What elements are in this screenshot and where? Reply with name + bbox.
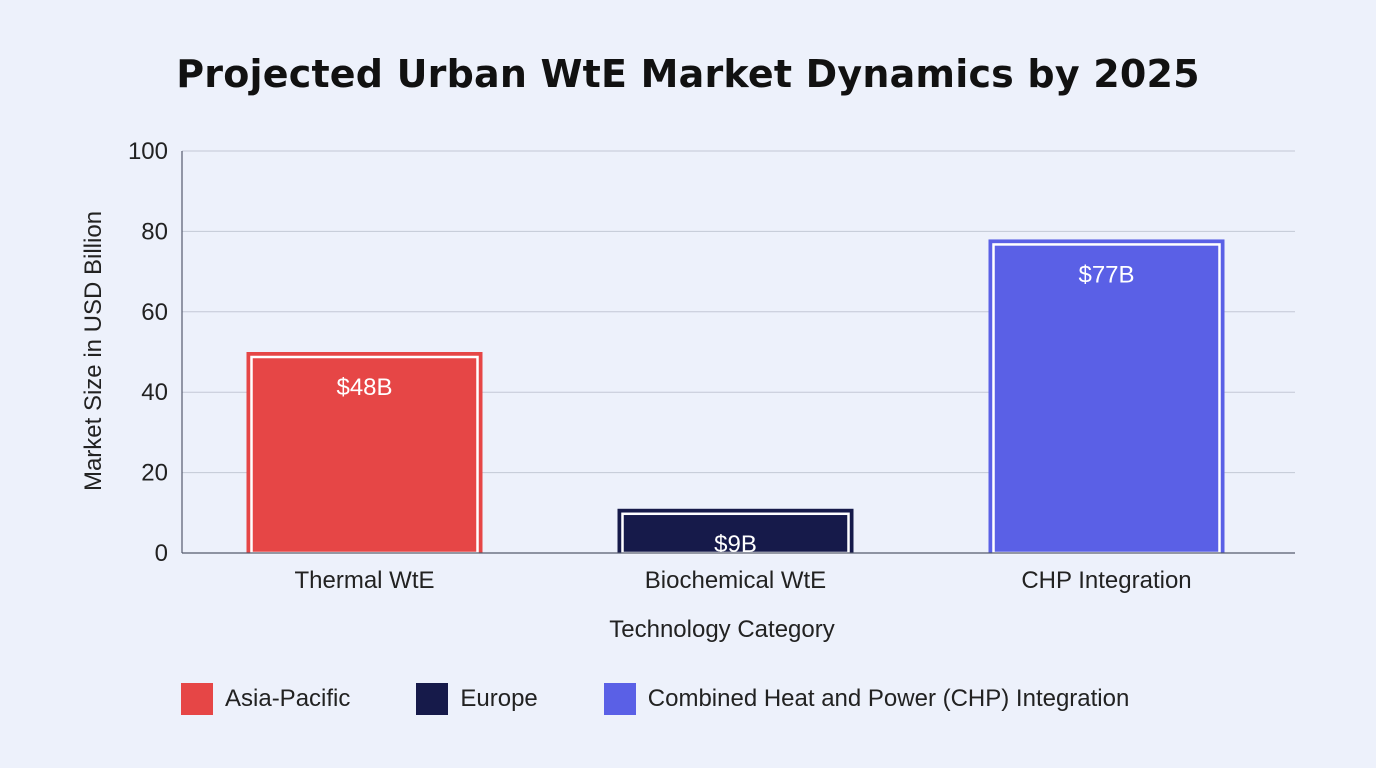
legend-item-chp-integration: Combined Heat and Power (CHP) Integratio… [603,683,1130,715]
legend-swatch-asia-pacific [181,683,213,715]
x-axis-title: Technology Category [609,616,834,643]
legend-swatch-chp-integration [603,683,636,715]
data-label-chp-integration: $77B [1078,261,1134,288]
data-label-thermal-wte: $48B [336,374,392,401]
legend-item-europe: Europe [416,683,538,715]
y-tick-label-40: 40 [141,379,168,406]
chart-title: Projected Urban WtE Market Dynamics by 2… [176,52,1200,96]
y-tick-label-20: 20 [141,460,168,487]
data-label-biochemical-wte: $9B [714,531,757,558]
bar-chp-integration [988,239,1225,553]
y-tick-label-80: 80 [141,218,168,245]
y-tick-label-100: 100 [128,138,168,165]
y-axis-title: Market Size in USD Billion [80,211,107,491]
axes: 0 20 40 60 80 100 Thermal WtE Biochemical WtE CH… [128,138,1295,594]
legend-label-asia-pacific: Asia-Pacific [225,685,351,712]
legend-label-europe: Europe [460,685,538,712]
x-tick-label-biochemical-wte: Biochemical WtE [645,567,826,594]
bar-thermal-wte [246,352,483,553]
legend: Asia-Pacific Europe Combined Heat and Po… [181,682,1195,716]
x-tick-label-chp-integration: CHP Integration [1021,567,1191,594]
y-tick-label-60: 60 [141,299,168,326]
legend-label-chp-integration: Combined Heat and Power (CHP) Integratio… [647,685,1130,712]
y-tick-label-0: 0 [155,540,168,567]
legend-item-asia-pacific: Asia-Pacific [181,683,350,715]
x-tick-label-thermal-wte: Thermal WtE [294,567,434,594]
bars: $48B $9B $77B [246,239,1225,558]
bar-biochemical-wte [617,508,854,553]
legend-swatch-europe [416,683,449,715]
